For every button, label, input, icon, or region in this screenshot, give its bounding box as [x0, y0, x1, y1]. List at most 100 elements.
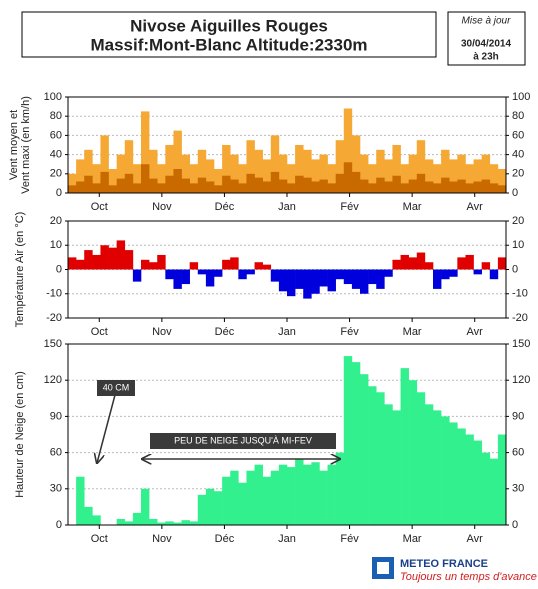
annotation: PEU DE NEIGE JUSQU'À MI-FEV — [174, 435, 312, 445]
bar — [335, 173, 345, 193]
title-box — [21, 11, 437, 58]
bar — [270, 171, 280, 193]
bar — [311, 159, 320, 193]
plot-frame — [67, 220, 507, 319]
bar — [465, 183, 474, 193]
bar — [124, 140, 134, 193]
update-label: Mise à jour — [462, 16, 512, 27]
bar — [141, 488, 150, 525]
y-tick-label: 60 — [512, 447, 524, 459]
bar — [311, 269, 320, 294]
bar — [481, 262, 491, 270]
bar — [449, 269, 458, 277]
bar — [270, 269, 280, 282]
x-tick-label: Déc — [215, 326, 235, 338]
y-tick-label: -20 — [512, 312, 528, 324]
bar — [392, 145, 401, 193]
bar — [311, 181, 320, 193]
bar — [465, 164, 474, 193]
bar — [376, 392, 385, 525]
bar — [68, 185, 77, 193]
x-tick-label: Déc — [215, 201, 235, 213]
bar — [335, 140, 345, 193]
bar — [76, 259, 85, 270]
bar — [84, 149, 93, 193]
bar — [368, 164, 377, 193]
bar — [230, 154, 239, 193]
bar — [100, 171, 109, 193]
x-tick-label: Avr — [467, 326, 484, 338]
bar — [222, 175, 231, 193]
bar — [189, 262, 199, 270]
bar — [319, 269, 328, 287]
bar — [173, 269, 182, 289]
annotation-box — [150, 433, 336, 449]
bar — [441, 416, 450, 525]
bar — [205, 488, 215, 525]
bar — [497, 169, 507, 193]
y-tick-label: 80 — [512, 110, 524, 122]
bar — [433, 269, 442, 289]
bar — [384, 404, 393, 525]
bar — [497, 185, 507, 193]
update-date: 30/04/2014 — [461, 39, 511, 50]
bar — [416, 252, 426, 270]
bar — [181, 154, 190, 193]
bar — [376, 269, 385, 289]
bar — [84, 175, 93, 193]
bar — [124, 250, 134, 270]
bar — [197, 269, 207, 275]
bar — [343, 269, 353, 285]
bar — [319, 179, 328, 193]
y-tick-label: 20 — [50, 215, 62, 227]
bar — [84, 250, 93, 270]
x-tick-label: Jan — [278, 326, 296, 338]
y-tick-label: 60 — [512, 129, 524, 141]
bar — [157, 183, 166, 193]
bar — [384, 181, 393, 193]
bar — [84, 506, 93, 525]
y-tick-label: 0 — [512, 263, 518, 275]
bar — [132, 512, 142, 525]
bar — [408, 257, 418, 270]
bar — [351, 362, 361, 525]
bar — [141, 111, 150, 193]
y-tick-label: 100 — [512, 91, 530, 103]
bar — [303, 177, 312, 193]
bar — [384, 269, 393, 277]
bar — [489, 458, 499, 525]
bar — [465, 434, 474, 525]
bar — [108, 169, 117, 193]
bar — [351, 171, 361, 193]
x-tick-label: Avr — [467, 533, 484, 545]
bar — [76, 181, 85, 193]
bar — [433, 183, 442, 193]
bar — [457, 428, 466, 525]
bar — [424, 181, 434, 193]
bar — [295, 145, 304, 193]
bar — [441, 177, 450, 193]
x-tick-label: Avr — [467, 201, 484, 213]
bar — [141, 164, 150, 193]
x-tick-label: Mar — [403, 326, 422, 338]
bar — [449, 159, 458, 193]
x-tick-label: Déc — [215, 533, 235, 545]
bar — [92, 183, 101, 193]
x-tick-label: Nov — [152, 533, 172, 545]
bar — [124, 173, 134, 193]
bar — [392, 259, 401, 270]
bar — [165, 269, 174, 280]
bar — [222, 476, 231, 525]
bar — [116, 240, 126, 270]
x-tick-label: Fév — [340, 326, 359, 338]
bar — [149, 262, 158, 270]
bar — [360, 269, 369, 294]
bar — [181, 269, 190, 285]
bar — [197, 494, 207, 525]
bar — [473, 269, 482, 275]
bar — [238, 269, 247, 280]
bar — [303, 269, 312, 299]
bar — [214, 491, 223, 525]
bar — [497, 434, 507, 525]
bar — [311, 462, 320, 525]
